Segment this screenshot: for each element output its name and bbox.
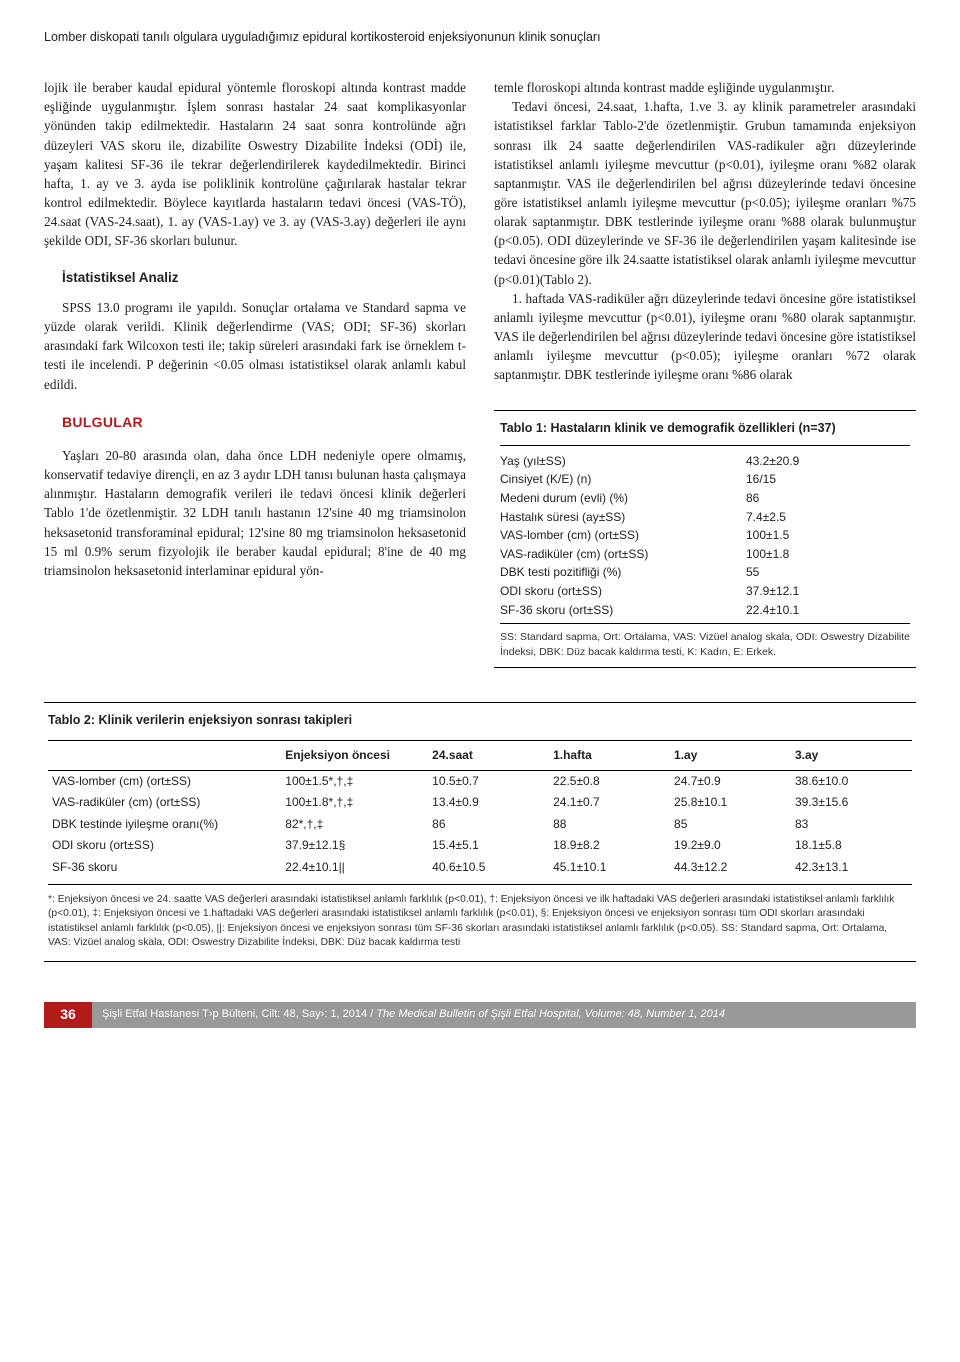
body-paragraph: Yaşları 20-80 arasında olan, daha önce L…	[44, 446, 466, 580]
table-row: Medeni durum (evli) (%)86	[500, 489, 910, 508]
table-cell-label: VAS-radiküler (cm) (ort±SS)	[500, 545, 746, 564]
table-cell-label: Yaş (yıl±SS)	[500, 452, 746, 471]
table-cell: 37.9±12.1§	[281, 835, 428, 856]
table-cell-label: Hastalık süresi (ay±SS)	[500, 508, 746, 527]
body-paragraph: temle floroskopi altında kontrast madde …	[494, 78, 916, 97]
table-cell: 22.4±10.1||	[281, 857, 428, 885]
table-cell-value: 100±1.5	[746, 526, 910, 545]
table-cell-label: ODI skoru (ort±SS)	[500, 582, 746, 601]
body-paragraph: lojik ile beraber kaudal epidural yöntem…	[44, 78, 466, 250]
table-cell-label: VAS-lomber (cm) (ort±SS)	[500, 526, 746, 545]
table-cell-value: 86	[746, 489, 910, 508]
two-column-body: lojik ile beraber kaudal epidural yöntem…	[44, 78, 916, 668]
table-cell: 83	[791, 814, 912, 835]
table-cell: 24.7±0.9	[670, 770, 791, 792]
table-cell: 82*,†,‡	[281, 814, 428, 835]
table-cell: 18.9±8.2	[549, 835, 670, 856]
table-row: VAS-radiküler (cm) (ort±SS)100±1.8*,†,‡1…	[48, 792, 912, 813]
table-cell: 39.3±15.6	[791, 792, 912, 813]
table-header-cell: 3.ay	[791, 740, 912, 770]
table-2-grid: Enjeksiyon öncesi24.saat1.hafta1.ay3.ay …	[48, 740, 912, 885]
table-2-footnote: *: Enjeksiyon öncesi ve 24. saatte VAS d…	[48, 893, 912, 951]
table-cell: VAS-lomber (cm) (ort±SS)	[48, 770, 281, 792]
page-footer: 36 Şişli Etfal Hastanesi T›p Bülteni, Ci…	[44, 1002, 916, 1028]
table-cell-label: Medeni durum (evli) (%)	[500, 489, 746, 508]
table-row: Yaş (yıl±SS)43.2±20.9	[500, 452, 910, 471]
table-cell-value: 37.9±12.1	[746, 582, 910, 601]
table-row: VAS-radiküler (cm) (ort±SS)100±1.8	[500, 545, 910, 564]
table-cell-value: 100±1.8	[746, 545, 910, 564]
footer-text-en: The Medical Bulletin of Şişli Etfal Hosp…	[376, 1008, 725, 1020]
table-cell-label: Cinsiyet (K/E) (n)	[500, 470, 746, 489]
table-row: VAS-lomber (cm) (ort±SS)100±1.5	[500, 526, 910, 545]
table-cell: ODI skoru (ort±SS)	[48, 835, 281, 856]
table-cell: DBK testinde iyileşme oranı(%)	[48, 814, 281, 835]
table-1-title: Tablo 1: Hastaların klinik ve demografik…	[500, 419, 910, 445]
table-cell: 25.8±10.1	[670, 792, 791, 813]
table-row: SF-36 skoru (ort±SS)22.4±10.1	[500, 601, 910, 620]
table-cell-value: 43.2±20.9	[746, 452, 910, 471]
table-cell-label: DBK testi pozitifliği (%)	[500, 563, 746, 582]
footer-text-tr: Şişli Etfal Hastanesi T›p Bülteni, Cilt:…	[102, 1008, 376, 1020]
table-header-cell: Enjeksiyon öncesi	[281, 740, 428, 770]
table-cell: 19.2±9.0	[670, 835, 791, 856]
table-cell: 42.3±13.1	[791, 857, 912, 885]
table-cell: 13.4±0.9	[428, 792, 549, 813]
table-header-cell: 1.ay	[670, 740, 791, 770]
footer-citation: Şişli Etfal Hastanesi T›p Bülteni, Cilt:…	[92, 1002, 916, 1028]
table-cell: 100±1.8*,†,‡	[281, 792, 428, 813]
table-cell: 85	[670, 814, 791, 835]
table-header-cell	[48, 740, 281, 770]
table-cell: 86	[428, 814, 549, 835]
table-cell: SF-36 skoru	[48, 857, 281, 885]
table-header-cell: 1.hafta	[549, 740, 670, 770]
table-cell: 24.1±0.7	[549, 792, 670, 813]
table-1-footnote: SS: Standard sapma, Ort: Ortalama, VAS: …	[500, 630, 910, 659]
table-cell: 22.5±0.8	[549, 770, 670, 792]
section-heading-stats: İstatistiksel Analiz	[44, 268, 466, 288]
table-1: Tablo 1: Hastaların klinik ve demografik…	[494, 410, 916, 668]
body-paragraph: Tedavi öncesi, 24.saat, 1.hafta, 1.ve 3.…	[494, 97, 916, 288]
table-cell-value: 7.4±2.5	[746, 508, 910, 527]
table-cell: 100±1.5*,†,‡	[281, 770, 428, 792]
table-row: Hastalık süresi (ay±SS)7.4±2.5	[500, 508, 910, 527]
table-row: ODI skoru (ort±SS)37.9±12.1§15.4±5.118.9…	[48, 835, 912, 856]
section-heading-bulgular: BULGULAR	[44, 412, 466, 432]
table-cell: 38.6±10.0	[791, 770, 912, 792]
table-row: Cinsiyet (K/E) (n)16/15	[500, 470, 910, 489]
table-row: DBK testi pozitifliği (%)55	[500, 563, 910, 582]
table-row: VAS-lomber (cm) (ort±SS)100±1.5*,†,‡10.5…	[48, 770, 912, 792]
body-paragraph: SPSS 13.0 programı ile yapıldı. Sonuçlar…	[44, 298, 466, 394]
running-title: Lomber diskopati tanılı olgulara uygulad…	[44, 28, 916, 46]
right-column: temle floroskopi altında kontrast madde …	[494, 78, 916, 668]
table-cell-value: 16/15	[746, 470, 910, 489]
table-cell-value: 22.4±10.1	[746, 601, 910, 620]
table-row: SF-36 skoru22.4±10.1||40.6±10.545.1±10.1…	[48, 857, 912, 885]
table-cell: 45.1±10.1	[549, 857, 670, 885]
table-cell-label: SF-36 skoru (ort±SS)	[500, 601, 746, 620]
table-cell: 40.6±10.5	[428, 857, 549, 885]
table-2: Tablo 2: Klinik verilerin enjeksiyon son…	[44, 702, 916, 961]
table-cell: 88	[549, 814, 670, 835]
body-paragraph: 1. haftada VAS-radiküler ağrı düzeylerin…	[494, 289, 916, 385]
table-cell: 18.1±5.8	[791, 835, 912, 856]
table-cell-value: 55	[746, 563, 910, 582]
page-number: 36	[44, 1002, 92, 1028]
table-cell: 10.5±0.7	[428, 770, 549, 792]
table-header-cell: 24.saat	[428, 740, 549, 770]
left-column: lojik ile beraber kaudal epidural yöntem…	[44, 78, 466, 668]
table-cell: 44.3±12.2	[670, 857, 791, 885]
table-row: ODI skoru (ort±SS)37.9±12.1	[500, 582, 910, 601]
table-2-title: Tablo 2: Klinik verilerin enjeksiyon son…	[48, 711, 912, 729]
table-cell: VAS-radiküler (cm) (ort±SS)	[48, 792, 281, 813]
table-cell: 15.4±5.1	[428, 835, 549, 856]
table-row: DBK testinde iyileşme oranı(%)82*,†,‡868…	[48, 814, 912, 835]
